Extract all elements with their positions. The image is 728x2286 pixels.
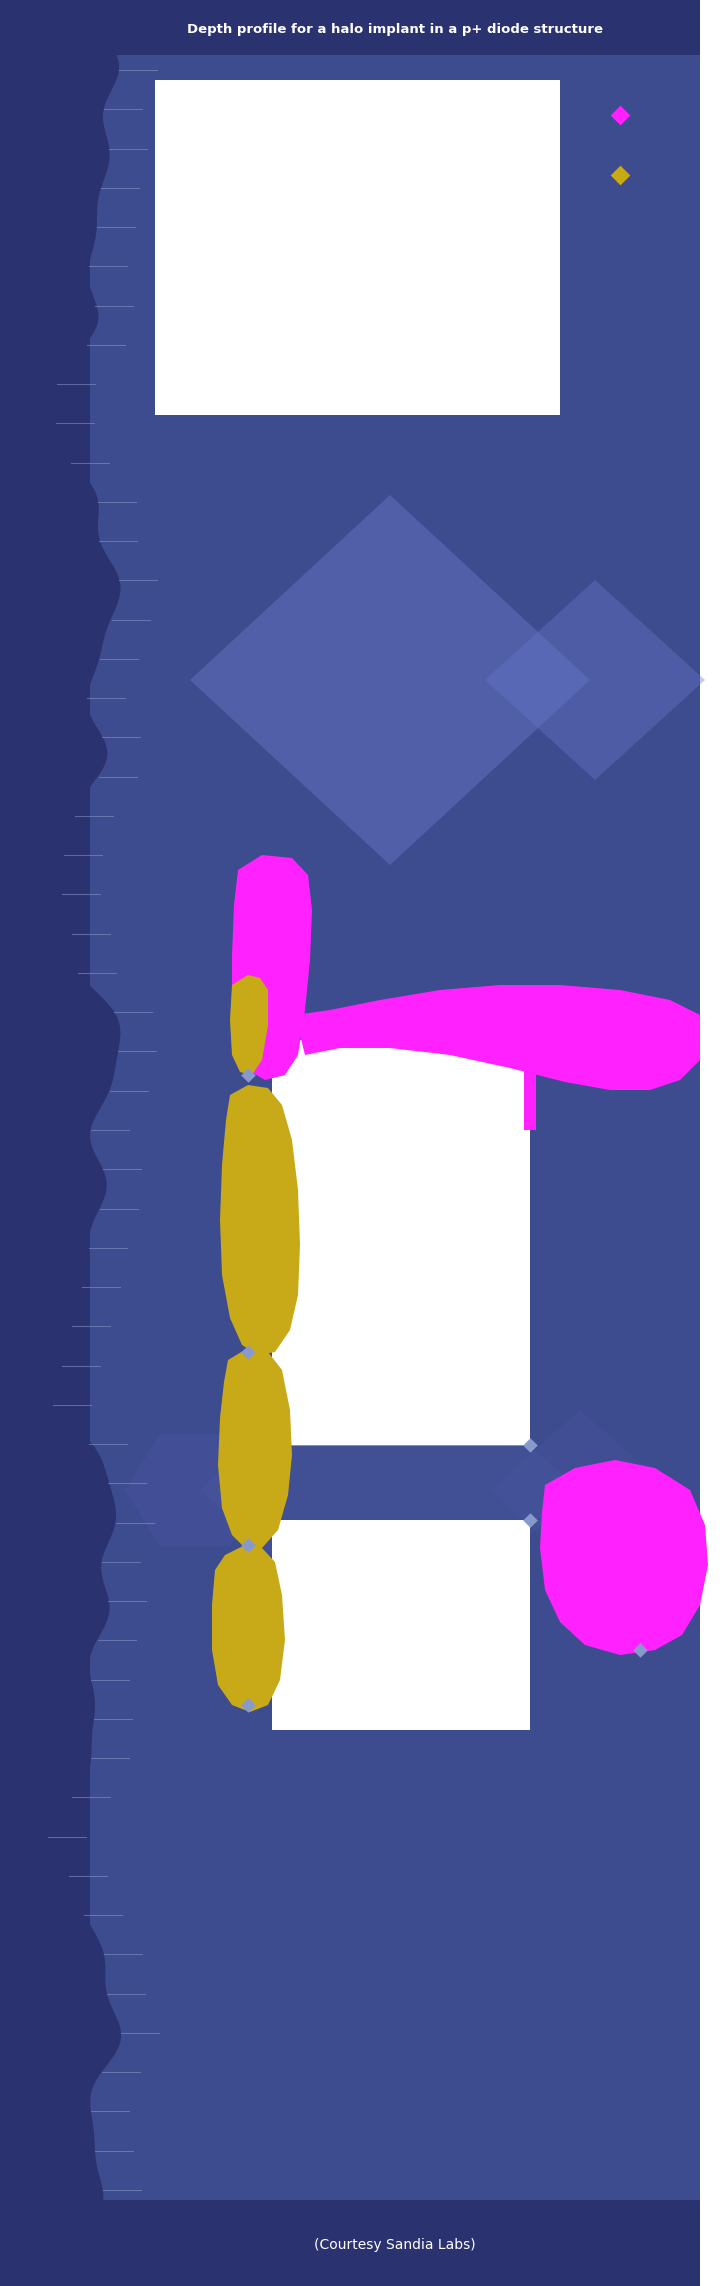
Polygon shape — [272, 1520, 530, 1731]
Polygon shape — [90, 30, 700, 2199]
Polygon shape — [0, 55, 121, 2199]
Polygon shape — [490, 1410, 670, 1570]
Polygon shape — [540, 1461, 708, 1655]
Polygon shape — [200, 1319, 580, 1660]
Point — [614, 96, 626, 133]
Text: Depth profile for a halo implant in a p+ diode structure: Depth profile for a halo implant in a p+… — [187, 23, 603, 37]
Text: (Courtesy Sandia Labs): (Courtesy Sandia Labs) — [314, 2238, 476, 2252]
Polygon shape — [230, 976, 268, 1074]
Polygon shape — [272, 1040, 530, 1445]
Polygon shape — [125, 1433, 265, 1545]
Polygon shape — [190, 496, 590, 864]
Polygon shape — [155, 80, 560, 416]
Polygon shape — [232, 855, 312, 1079]
Polygon shape — [90, 2199, 700, 2286]
Point — [242, 1333, 254, 1369]
Point — [524, 1502, 536, 1538]
Point — [614, 158, 626, 194]
Polygon shape — [295, 985, 700, 1090]
Polygon shape — [524, 1061, 536, 1129]
Point — [634, 1632, 646, 1669]
Polygon shape — [0, 0, 90, 2286]
Point — [242, 1527, 254, 1564]
Point — [524, 1426, 536, 1463]
Polygon shape — [212, 1545, 285, 1712]
Polygon shape — [90, 0, 700, 55]
Polygon shape — [218, 1349, 292, 1548]
Polygon shape — [485, 581, 705, 780]
Polygon shape — [220, 1086, 300, 1356]
Point — [242, 1056, 254, 1093]
Point — [242, 1687, 254, 1724]
